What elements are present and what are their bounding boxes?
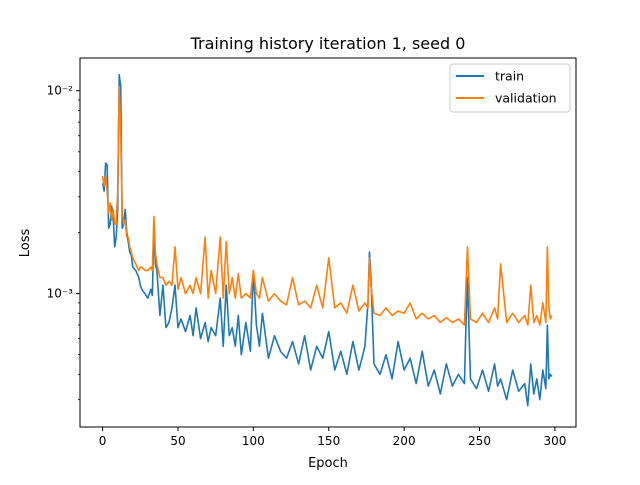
legend-label-validation: validation — [495, 91, 557, 106]
y-tick-label: 10⁻³ — [47, 287, 74, 301]
x-tick-label: 100 — [242, 434, 265, 448]
legend-label-train: train — [495, 69, 524, 84]
series-line-train — [101, 73, 553, 407]
x-tick-label: 250 — [468, 434, 491, 448]
plot-area — [101, 73, 553, 407]
x-axis: 0 50 100 150 200 250 300 — [99, 427, 566, 448]
y-axis-label: Loss — [18, 229, 33, 258]
y-tick-label: 10⁻² — [47, 84, 74, 98]
x-tick-label: 150 — [317, 434, 340, 448]
legend: train validation — [449, 63, 571, 113]
axes-frame — [79, 57, 577, 428]
x-tick-label: 50 — [170, 434, 185, 448]
x-tick-label: 300 — [543, 434, 566, 448]
y-axis: 10⁻³ 10⁻² — [47, 84, 80, 401]
x-tick-label: 0 — [99, 434, 107, 448]
series-line-validation — [101, 85, 553, 326]
x-axis-label: Epoch — [308, 456, 348, 471]
chart-title: Training history iteration 1, seed 0 — [190, 34, 466, 53]
x-tick-label: 200 — [393, 434, 416, 448]
